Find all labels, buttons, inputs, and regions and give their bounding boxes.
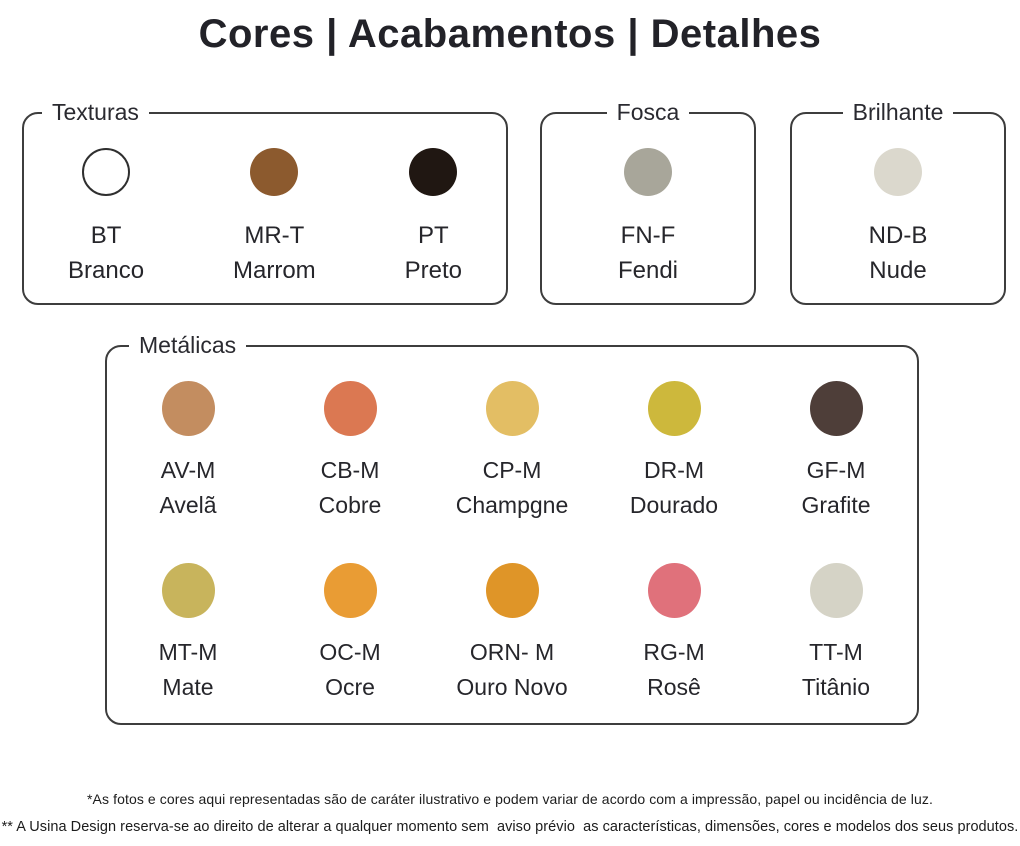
swatch-code: TT-M [809,639,863,665]
swatch-code: OC-M [319,639,381,665]
swatch-circle-ouro-novo [485,563,539,618]
swatch-circle-rose [647,563,701,618]
swatch-pt-preto: PT Preto [405,148,462,285]
metalicas-row-1: AV-M Avelã CB-M Cobre CP-M Champgne DR-M… [107,359,917,519]
swatch-code: BT [90,222,122,249]
swatch-name: Dourado [629,492,719,518]
swatch-name: Grafite [801,492,871,518]
swatch-name: Fendi [617,257,679,284]
swatch-circle-champgne [485,381,539,436]
swatch-circle-fendi [623,148,672,196]
swatch-name: Ouro Novo [456,674,568,700]
swatch-name: Champgne [455,492,569,518]
swatch-code: PT [417,222,449,249]
group-fosca: Fosca FN-F Fendi [540,99,756,305]
swatch-name: Avelã [159,492,217,518]
swatch-ndb-nude: ND-B Nude [868,148,928,285]
swatch-cpm-champgne: CP-M Champgne [431,381,593,519]
swatch-code: CB-M [320,457,380,483]
group-brilhante-label: Brilhante [852,99,944,125]
swatch-code: AV-M [160,457,216,483]
swatch-circle-nude [873,148,922,196]
swatch-code: ORN- M [469,639,555,665]
swatch-mtm-mate: MT-M Mate [107,563,269,701]
page-title: Cores | Acabamentos | Detalhes [198,12,822,56]
swatch-code: ND-B [868,222,928,249]
group-brilhante: Brilhante ND-B Nude [790,99,1006,305]
swatch-name: Titânio [801,674,871,700]
swatch-circle-ocre [323,563,377,618]
swatch-code: FN-F [620,222,676,249]
swatch-circle-preto [409,148,458,196]
group-fosca-label: Fosca [616,99,680,125]
disclaimer-line-1: *As fotos e cores aqui representadas são… [87,791,933,807]
swatch-circle-branco [82,148,131,196]
swatch-avm-avela: AV-M Avelã [107,381,269,519]
swatch-gfm-grafite: GF-M Grafite [755,381,917,519]
swatch-circle-grafite [809,381,863,436]
swatch-circle-marrom [250,148,299,196]
swatch-name: Rosê [647,674,701,700]
swatch-fnf-fendi: FN-F Fendi [618,148,678,285]
group-metalicas: Metálicas AV-M Avelã CB-M Cobre CP-M Cha… [105,332,919,725]
swatch-circle-dourado [647,381,701,436]
swatch-code: MT-M [158,639,218,665]
swatch-ttm-titanio: TT-M Titânio [755,563,917,701]
swatch-code: DR-M [643,457,705,483]
swatch-ornm-ouro-novo: ORN- M Ouro Novo [431,563,593,701]
swatch-name: Ocre [325,674,375,700]
brilhante-swatch-row: ND-B Nude [792,126,1004,285]
swatch-name: Nude [869,257,927,284]
swatch-code: RG-M [643,639,705,665]
swatch-circle-avela [161,381,215,436]
swatch-rgm-rose: RG-M Rosê [593,563,755,701]
swatch-code: GF-M [806,457,866,483]
swatch-bt-branco: BT Branco [68,148,144,285]
group-texturas-label: Texturas [52,99,139,125]
group-metalicas-label: Metálicas [139,332,237,358]
swatch-circle-cobre [323,381,377,436]
swatch-name: Branco [68,257,145,284]
swatch-code: CP-M [482,457,542,483]
swatch-mrt-marrom: MR-T Marrom [233,148,316,285]
swatch-circle-mate [161,563,215,618]
swatch-circle-titanio [809,563,863,618]
swatch-name: Marrom [233,257,316,284]
swatch-cbm-cobre: CB-M Cobre [269,381,431,519]
swatch-name: Cobre [318,492,382,518]
swatch-ocm-ocre: OC-M Ocre [269,563,431,701]
swatch-drm-dourado: DR-M Dourado [593,381,755,519]
texturas-swatch-row: BT Branco MR-T Marrom PT Preto [24,126,506,285]
fosca-swatch-row: FN-F Fendi [542,126,754,285]
swatch-name: Preto [404,257,462,284]
disclaimer-line-2: ** A Usina Design reserva-se ao direito … [1,819,1019,835]
swatch-name: Mate [162,674,214,700]
swatch-code: MR-T [244,222,305,249]
group-texturas: Texturas BT Branco MR-T Marrom PT Preto [22,99,508,305]
metalicas-row-2: MT-M Mate OC-M Ocre ORN- M Ouro Novo RG-… [107,519,917,701]
